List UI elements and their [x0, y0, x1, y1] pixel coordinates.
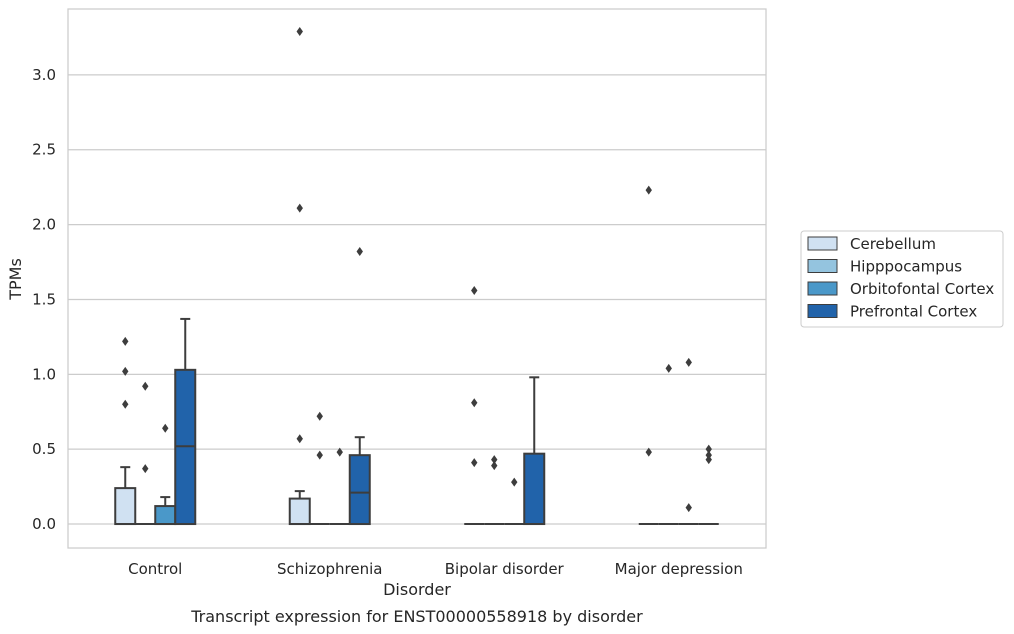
- box-body: [523, 452, 546, 526]
- outlier-point: [471, 458, 478, 468]
- box-group: [174, 317, 197, 526]
- y-tick-labels: 0.0 0.5 1.0 1.5 2.0 2.5 3.0: [32, 66, 56, 533]
- y-tick-label: 2.0: [32, 216, 56, 234]
- box-group: [698, 444, 719, 526]
- box-body: [154, 505, 177, 526]
- box-body: [288, 497, 311, 526]
- legend-frame: [800, 230, 1004, 328]
- y-tick-label: 1.5: [32, 290, 56, 308]
- box-group: [288, 26, 311, 526]
- box-body: [348, 454, 371, 526]
- x-tick-labels: Control Schizophrenia Bipolar disorder Majo…: [128, 560, 743, 578]
- x-tick-label: Schizophrenia: [277, 560, 382, 578]
- box-group: [348, 247, 371, 526]
- chart-caption: Transcript expression for ENST0000055891…: [190, 607, 643, 626]
- x-axis-label: Disorder: [383, 580, 451, 599]
- legend-label: Cerebellum: [850, 235, 936, 253]
- legend-swatch: [807, 259, 838, 273]
- outlier-point: [685, 503, 692, 513]
- box-group: [484, 455, 505, 526]
- legend-label: Prefrontal Cortex: [850, 303, 977, 321]
- outlier-point: [491, 461, 498, 471]
- box-group: [638, 185, 659, 526]
- outlier-point: [316, 411, 323, 421]
- y-tick-label: 0.5: [32, 440, 56, 458]
- y-tick-label: 3.0: [32, 66, 56, 84]
- x-tick-label: Bipolar disorder: [445, 560, 565, 578]
- outlier-point: [316, 450, 323, 460]
- outlier-point: [511, 477, 518, 487]
- box-group: [678, 357, 699, 526]
- outlier-point: [645, 185, 652, 195]
- box-group: [154, 423, 177, 526]
- y-tick-label: 0.0: [32, 515, 56, 533]
- legend-label: Orbitofontal Cortex: [850, 280, 994, 298]
- y-axis-label: TPMs: [6, 258, 25, 301]
- outlier-point: [685, 357, 692, 367]
- box-group: [658, 363, 679, 526]
- outlier-point: [296, 434, 303, 444]
- outlier-point: [122, 399, 129, 409]
- outlier-point: [336, 447, 343, 457]
- legend-label: Hipppocampus: [850, 258, 962, 276]
- outlier-point: [162, 423, 169, 433]
- box-group: [523, 376, 546, 526]
- outlier-point: [122, 366, 129, 376]
- outlier-point: [645, 447, 652, 457]
- x-tick-label: Major depression: [615, 560, 743, 578]
- outlier-point: [296, 203, 303, 213]
- y-tick-label: 1.0: [32, 365, 56, 383]
- outlier-point: [705, 450, 712, 460]
- legend-swatch: [807, 281, 838, 296]
- x-tick-label: Control: [128, 560, 182, 578]
- box-group: [504, 477, 525, 526]
- outlier-point: [142, 464, 149, 474]
- outlier-point: [296, 26, 303, 36]
- box-group: [309, 411, 330, 526]
- outlier-point: [471, 285, 478, 295]
- outlier-point: [142, 381, 149, 391]
- box-group: [329, 447, 350, 526]
- legend-swatch: [807, 236, 838, 251]
- outlier-point: [356, 247, 363, 257]
- outlier-point: [705, 444, 712, 454]
- legend-swatch: [807, 304, 838, 318]
- box-body: [114, 487, 137, 526]
- legend: Cerebellum Hipppocampus Orbitofontal Corte…: [800, 230, 1004, 328]
- outlier-point: [122, 336, 129, 346]
- outlier-point: [665, 363, 672, 373]
- outlier-point: [491, 455, 498, 465]
- box-group: [114, 336, 137, 526]
- plot-marks: [114, 26, 719, 526]
- box-group: [135, 381, 156, 526]
- plot-frame: [67, 8, 767, 549]
- outlier-point: [471, 398, 478, 408]
- y-tick-label: 2.5: [32, 141, 56, 159]
- box-group: [464, 285, 485, 526]
- gridlines: [68, 74, 766, 525]
